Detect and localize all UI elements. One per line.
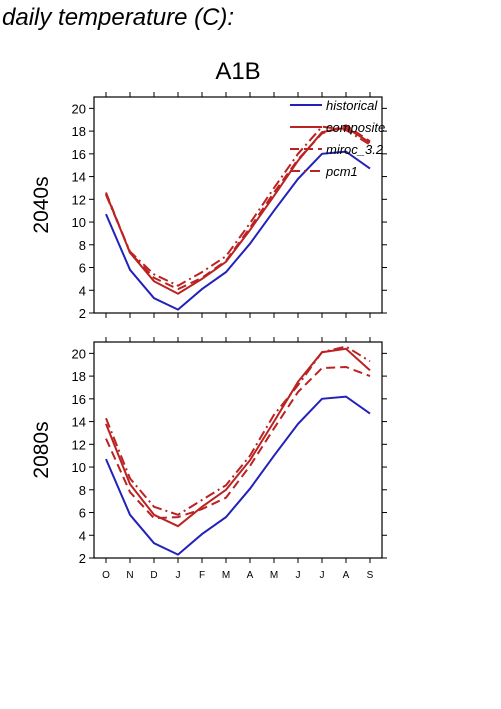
x-tick-label: M — [222, 570, 230, 581]
x-tick-label: M — [270, 570, 278, 581]
series-line-pcm1 — [105, 125, 371, 287]
plot-frame — [93, 341, 383, 559]
y-axis-label: 2080s — [30, 421, 53, 478]
x-tick-label: J — [320, 570, 325, 581]
series-line-historical — [105, 150, 371, 311]
y-tick-label: 8 — [79, 238, 86, 253]
y-tick-label: 2 — [79, 306, 86, 321]
y-tick-label: 18 — [72, 369, 86, 384]
legend-label: composite — [326, 120, 385, 135]
y-tick-label: 12 — [72, 192, 86, 207]
y-tick-label: 16 — [72, 147, 86, 162]
y-tick-label: 6 — [79, 261, 86, 276]
x-tick-label: J — [176, 570, 181, 581]
x-tick-label: N — [126, 570, 133, 581]
x-tick-label: A — [343, 570, 350, 581]
y-tick-label: 20 — [72, 346, 86, 361]
y-tick-label: 16 — [72, 392, 86, 407]
x-tick-label: D — [150, 570, 157, 581]
y-tick-label: 14 — [72, 170, 86, 185]
y-tick-label: 10 — [72, 460, 86, 475]
chart-title: A1B — [215, 58, 260, 85]
chart-panel-2040s: 2 4 6 8 10 12 14 16 18 20 A1B 2040s historical compos… — [30, 58, 387, 321]
chart-panel-2080s: 2 4 6 8 10 12 14 16 18 20 O N D J F M A M J J A S 2080s — [30, 337, 387, 581]
legend-label: historical — [326, 98, 378, 113]
x-tick-label: A — [247, 570, 254, 581]
series-line-historical — [105, 395, 371, 556]
series-line-composite — [105, 347, 371, 528]
y-tick-label: 18 — [72, 124, 86, 139]
y-tick-label: 4 — [79, 528, 86, 543]
series-line-miroc_3.2 — [105, 124, 371, 291]
y-tick-label: 8 — [79, 483, 86, 498]
y-tick-label: 10 — [72, 215, 86, 230]
y-axis-label: 2040s — [30, 176, 53, 233]
legend-label: miroc_3.2 — [326, 142, 384, 157]
series-line-miroc_3.2 — [105, 365, 371, 520]
x-tick-label: S — [367, 570, 374, 581]
x-tick-label: F — [199, 570, 205, 581]
y-tick-label: 20 — [72, 101, 86, 116]
plot-frame — [93, 96, 383, 314]
series-line-pcm1 — [105, 345, 371, 516]
y-tick-label: 12 — [72, 437, 86, 452]
x-tick-label: J — [296, 570, 301, 581]
y-tick-label: 14 — [72, 415, 86, 430]
page-title: daily temperature (C): — [2, 4, 235, 31]
y-tick-label: 4 — [79, 283, 86, 298]
y-tick-label: 2 — [79, 551, 86, 566]
x-tick-label: O — [102, 570, 110, 581]
legend-label: pcm1 — [325, 164, 358, 179]
y-tick-label: 6 — [79, 506, 86, 521]
